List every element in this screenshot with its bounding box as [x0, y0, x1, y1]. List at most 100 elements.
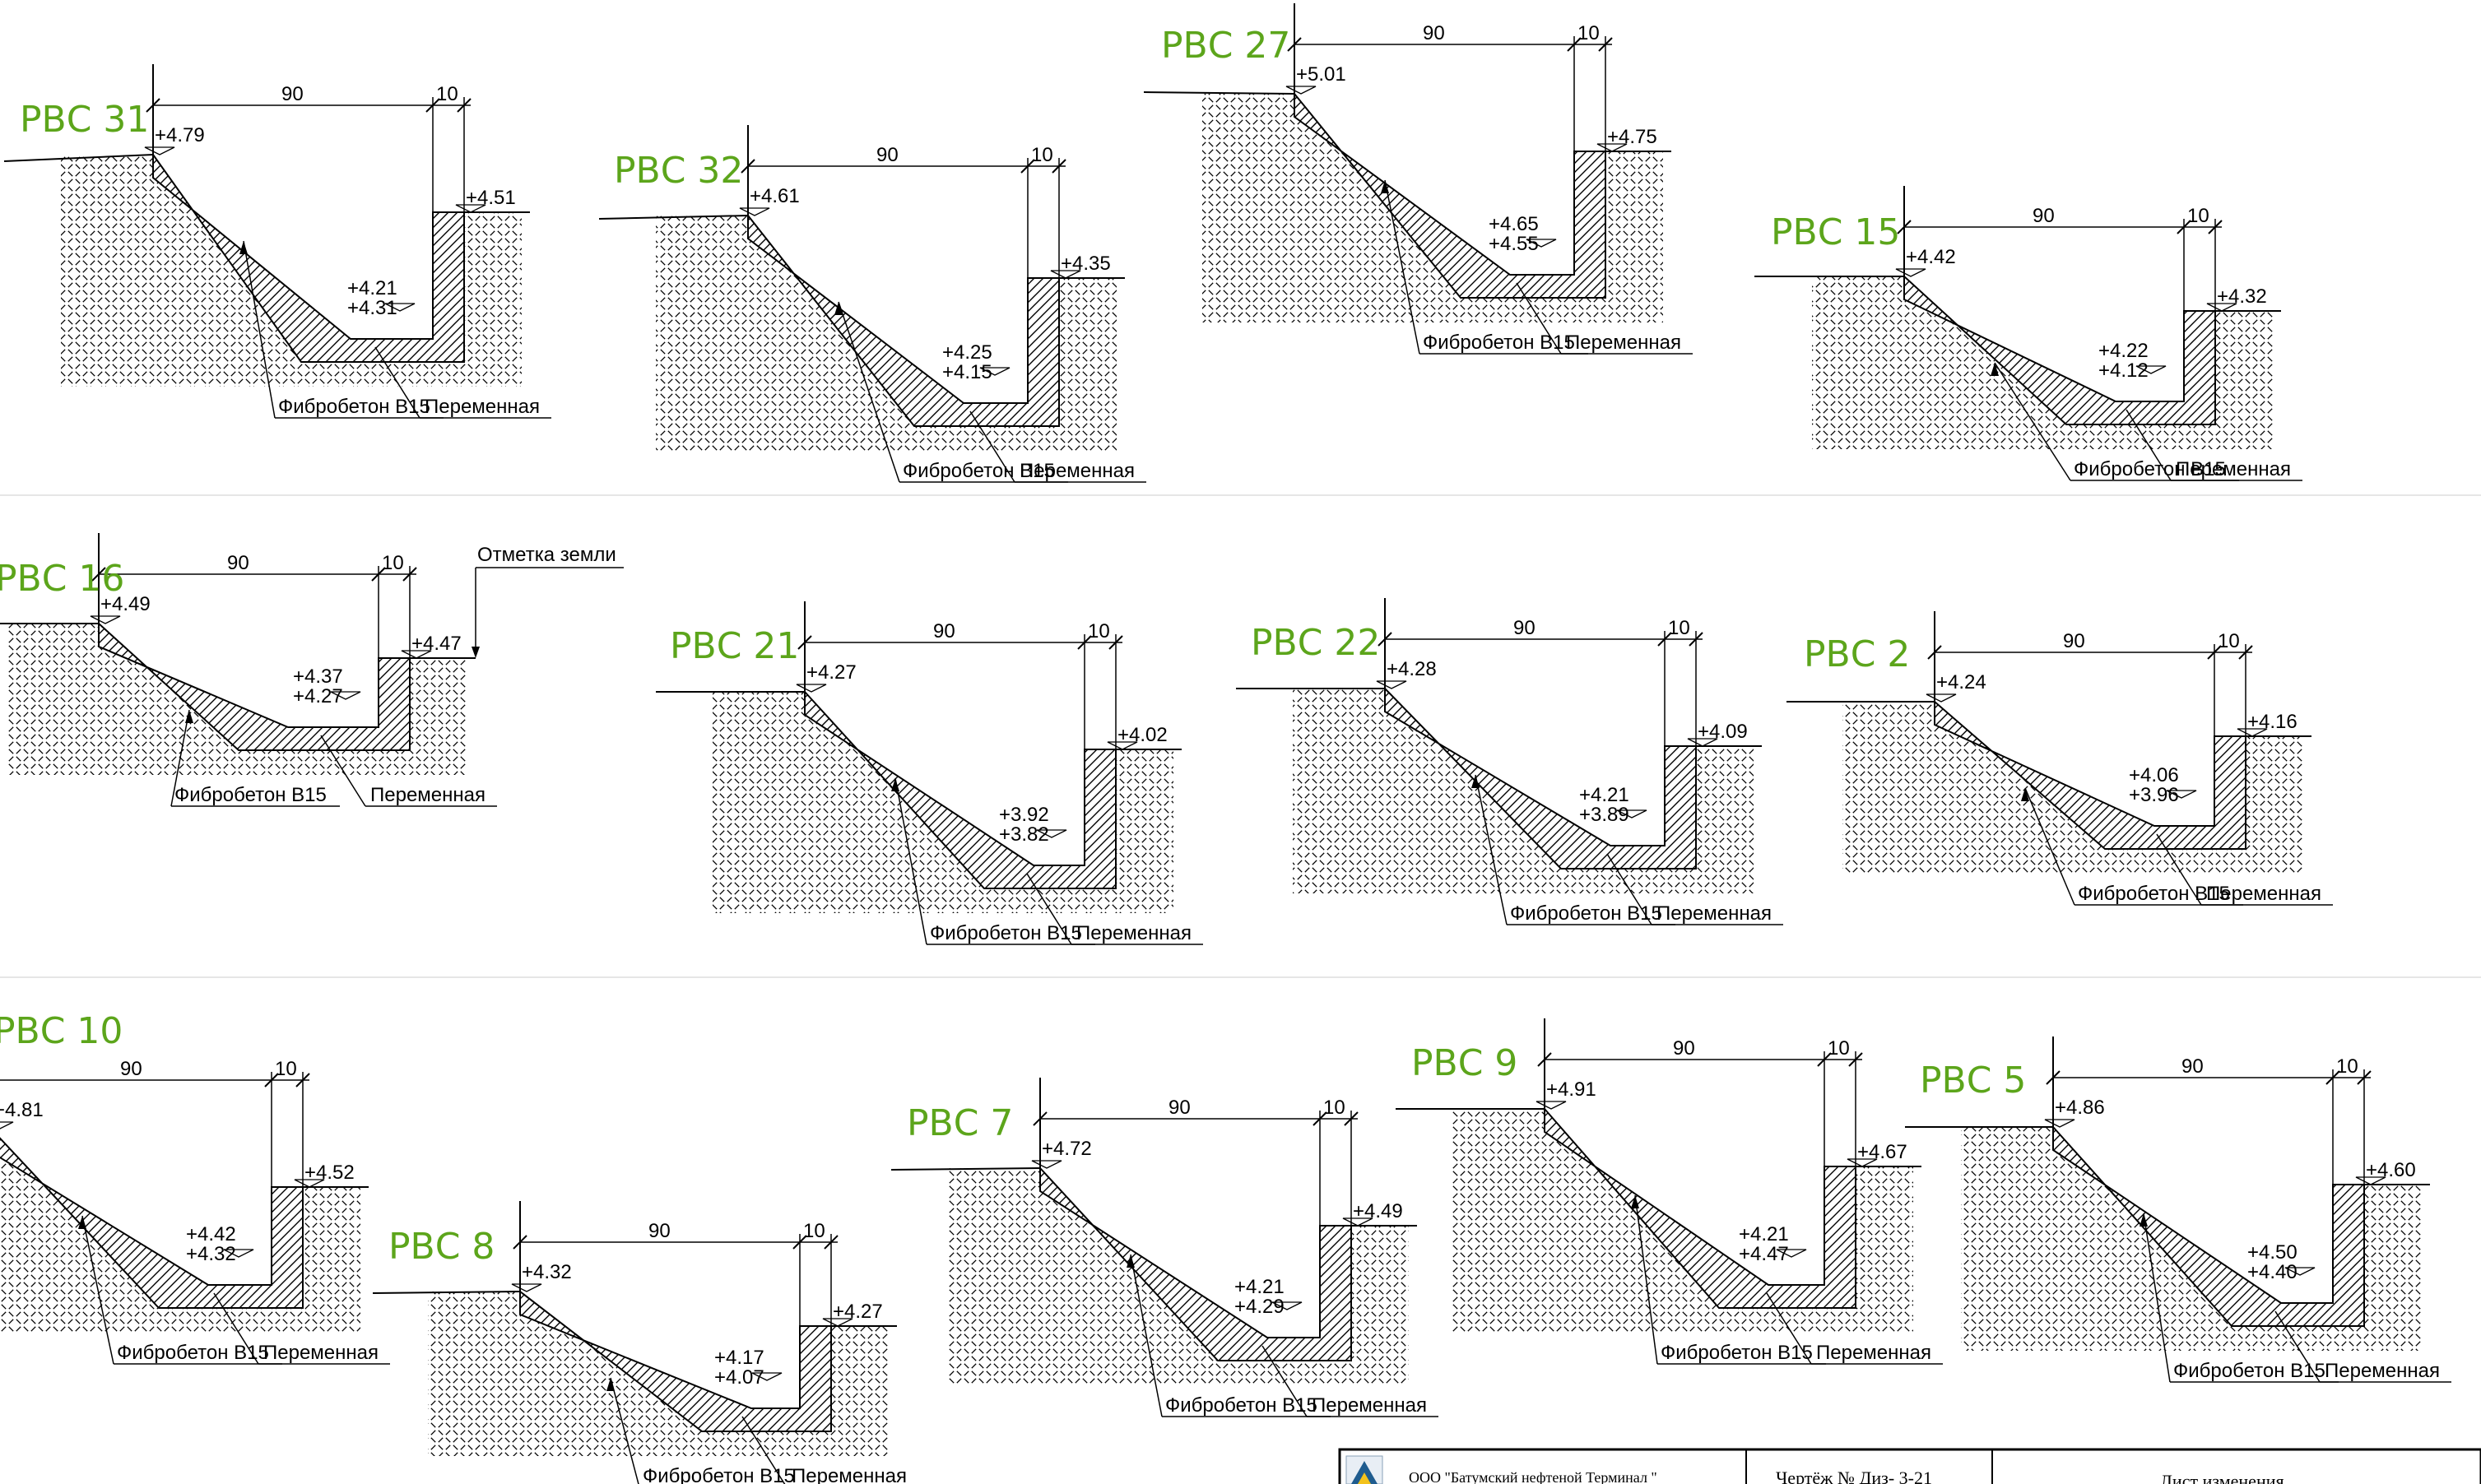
callout-leader-variable — [1026, 873, 1072, 945]
elevation-marker-left — [144, 146, 175, 155]
elevation-top-left: +4.24 — [1936, 671, 1986, 693]
elevation-top-left: +4.81 — [0, 1099, 44, 1121]
dimension-tick — [1927, 645, 1942, 660]
elevation-marker-left — [1285, 86, 1317, 95]
elevation-bottom-b: +4.32 — [186, 1243, 236, 1265]
callout-arrow — [1631, 1195, 1639, 1208]
callout-leader-variable — [1516, 282, 1562, 355]
callout-leader-variable — [213, 1292, 259, 1365]
ground-hatch — [1452, 1109, 1913, 1333]
section-1: 90 10 +4.79 +4.51 +4.21+4.31 Фибробетон B15Пе… — [3, 64, 551, 419]
dimension-tick — [2207, 645, 2222, 660]
dimension-side-label: 10 — [1031, 144, 1053, 166]
dimension-side-label: 10 — [1088, 620, 1110, 642]
dimension-main-label: 90 — [1168, 1097, 1191, 1119]
callout-concrete-label: Фибробетон B15 — [174, 784, 327, 806]
callout-variable-label: Переменная — [1566, 332, 1681, 354]
elevation-marker-left — [1926, 693, 1957, 703]
ground-hatch — [713, 692, 1173, 913]
elevation-marker-left — [1376, 680, 1407, 689]
elevation-bottom-a: +4.50 — [2247, 1241, 2297, 1264]
callout-leader-variable — [969, 410, 1015, 483]
elevation-marker-left — [1536, 1101, 1567, 1110]
elevation-bottom-a: +4.06 — [2129, 764, 2179, 786]
callout-leader-variable — [2274, 1310, 2321, 1383]
elevation-marker-left — [739, 207, 770, 216]
section-12: 90 10 +4.91 +4.67 +4.21+4.47 Фибробетон B15 Пе… — [1396, 1018, 1943, 1365]
callout-variable-label: Переменная — [1816, 1342, 1931, 1364]
elevation-top-left: +4.61 — [750, 185, 800, 207]
dimension-tick — [2046, 1070, 2061, 1085]
ground-line-left — [372, 1291, 521, 1294]
dimension-side-label: 10 — [2336, 1055, 2358, 1078]
ground-hatch — [0, 1138, 360, 1333]
callout-leader-variable — [741, 1416, 786, 1484]
dimension-side-label: 10 — [382, 552, 404, 574]
elevation-bottom-b: +4.07 — [714, 1366, 764, 1389]
elevation-marker-bottom — [751, 1372, 783, 1381]
callout-concrete-label: Фибробетон B15 — [643, 1465, 795, 1484]
elevation-marker-left — [90, 615, 121, 624]
ground-line-left — [3, 154, 154, 162]
dimension-tick — [1020, 159, 1035, 174]
elevation-top-left: +4.72 — [1042, 1138, 1092, 1160]
callout-variable-label: Переменная — [792, 1465, 907, 1484]
elevation-top-right: +4.35 — [1061, 253, 1111, 275]
callout-variable-label: Переменная — [1076, 922, 1192, 944]
elevation-bottom-b: +3.96 — [2129, 784, 2179, 806]
ground-hatch — [1842, 702, 2303, 874]
callout-concrete-label: Фибробетон B15 — [278, 396, 430, 418]
callout-arrow — [185, 710, 193, 723]
section-5: 90 10 +4.49 +4.47 +4.37+4.27 Фибробетон B15 Пе… — [0, 533, 624, 807]
callout-leader-concrete — [894, 777, 927, 945]
elevation-marker-left — [0, 1121, 14, 1129]
elevation-marker-bottom — [1526, 239, 1557, 248]
dimension-tick — [91, 567, 106, 582]
callout-concrete-label: Фибробетон B15 — [2074, 458, 2226, 480]
elevation-marker-left — [511, 1283, 542, 1292]
elevation-top-left: +5.01 — [1296, 63, 1346, 86]
elevation-bottom-a: +4.21 — [1234, 1276, 1285, 1298]
elevation-marker-left — [1895, 268, 1926, 277]
dimension-main-label: 90 — [281, 83, 304, 105]
callout-leader-concrete — [610, 1377, 639, 1484]
callout-arrow — [2021, 788, 2029, 801]
elevation-marker-right — [822, 1318, 853, 1327]
dimension-side-label: 10 — [2187, 205, 2209, 227]
elevation-bottom-b: +4.40 — [2247, 1261, 2297, 1283]
dimension-side-label: 10 — [436, 83, 458, 105]
dimension-tick — [1598, 37, 1613, 52]
elevation-bottom-b: +4.47 — [1739, 1243, 1789, 1265]
callout-arrow — [1471, 775, 1480, 788]
elevation-top-right: +4.47 — [411, 633, 462, 655]
section-label: РВС 5 — [1920, 1060, 2026, 1101]
section-4: 90 10 +4.42 +4.32 +4.22+4.12 Фибробетон B15Пе… — [1754, 186, 2302, 481]
elevation-marker-bottom — [979, 367, 1011, 376]
dimension-tick — [1052, 159, 1066, 174]
elevation-bottom-b: +4.15 — [942, 361, 992, 383]
elevation-top-right: +4.60 — [2366, 1159, 2416, 1181]
dimension-tick — [2208, 220, 2223, 234]
title-block: ООО "Батумский нефтеной Терминал " Чертё… — [1338, 1448, 2481, 1484]
dimension-main-label: 90 — [227, 552, 249, 574]
dimension-tick — [402, 567, 417, 582]
title-block-frame — [1338, 1448, 2481, 1484]
elevation-marker-right — [1596, 143, 1628, 152]
elevation-bottom-a: +4.37 — [293, 665, 343, 688]
dimension-side-label: 10 — [1668, 617, 1690, 639]
elevation-top-right: +4.09 — [1698, 721, 1748, 743]
elevation-top-left: +4.42 — [1906, 246, 1956, 268]
elevation-top-right: +4.75 — [1607, 126, 1657, 148]
section-3: 90 10 +5.01 +4.75 +4.65+4.55 Фибробетон B15Пе… — [1143, 3, 1693, 355]
elevation-marker-right — [294, 1179, 325, 1188]
dimension-tick — [1817, 1052, 1832, 1067]
elevation-marker-bottom — [2284, 1267, 2316, 1276]
elevation-bottom-a: +4.22 — [2098, 340, 2149, 362]
dimension-tick — [1537, 1052, 1552, 1067]
ground-hatch — [1961, 1127, 2422, 1351]
elevation-bottom-a: +4.21 — [1579, 784, 1629, 806]
callout-concrete-label: Фибробетон B15 — [2173, 1360, 2325, 1382]
dimension-main-label: 90 — [1673, 1037, 1695, 1060]
section-label: РВС 7 — [907, 1102, 1013, 1144]
ground-hatch — [1812, 276, 2273, 449]
